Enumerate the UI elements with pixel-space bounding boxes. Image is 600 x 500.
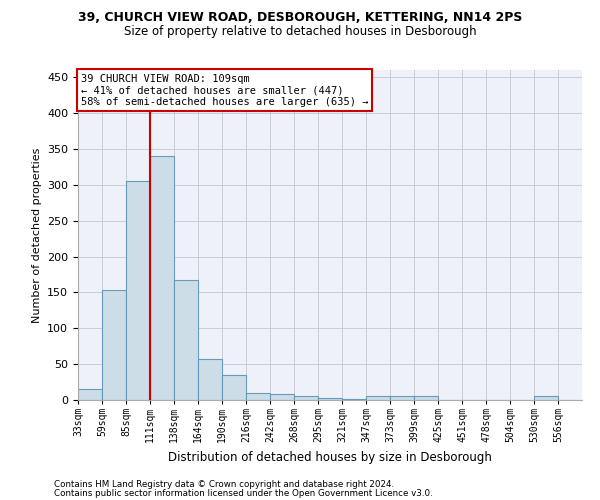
Text: 39, CHURCH VIEW ROAD, DESBOROUGH, KETTERING, NN14 2PS: 39, CHURCH VIEW ROAD, DESBOROUGH, KETTER… xyxy=(78,11,522,24)
Bar xyxy=(534,396,558,400)
Bar xyxy=(342,398,366,400)
Bar xyxy=(414,396,438,400)
Bar xyxy=(102,290,126,400)
Bar xyxy=(270,394,294,400)
Bar xyxy=(390,396,414,400)
Bar xyxy=(150,156,174,400)
Bar xyxy=(246,393,270,400)
Bar xyxy=(318,398,342,400)
Bar xyxy=(198,359,222,400)
X-axis label: Distribution of detached houses by size in Desborough: Distribution of detached houses by size … xyxy=(168,450,492,464)
Text: Contains HM Land Registry data © Crown copyright and database right 2024.: Contains HM Land Registry data © Crown c… xyxy=(54,480,394,489)
Y-axis label: Number of detached properties: Number of detached properties xyxy=(32,148,41,322)
Text: Contains public sector information licensed under the Open Government Licence v3: Contains public sector information licen… xyxy=(54,489,433,498)
Text: 39 CHURCH VIEW ROAD: 109sqm
← 41% of detached houses are smaller (447)
58% of se: 39 CHURCH VIEW ROAD: 109sqm ← 41% of det… xyxy=(81,74,368,107)
Bar xyxy=(366,396,390,400)
Bar xyxy=(294,396,318,400)
Bar xyxy=(222,375,246,400)
Bar xyxy=(126,181,150,400)
Bar xyxy=(174,280,198,400)
Text: Size of property relative to detached houses in Desborough: Size of property relative to detached ho… xyxy=(124,25,476,38)
Bar xyxy=(78,389,102,400)
